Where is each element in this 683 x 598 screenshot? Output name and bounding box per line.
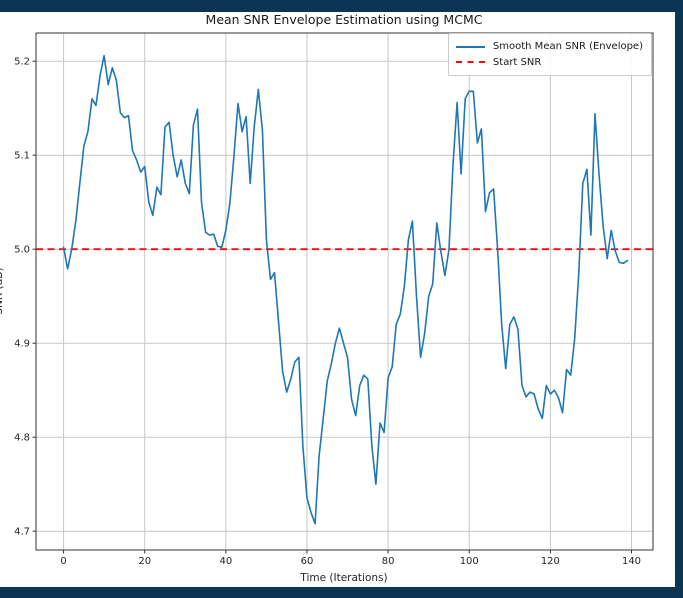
svg-text:4.7: 4.7 [14,527,30,538]
svg-text:60: 60 [301,556,314,567]
svg-text:0: 0 [60,556,66,567]
svg-text:5.2: 5.2 [14,57,30,68]
legend-item-envelope: Smooth Mean SNR (Envelope) [455,39,643,55]
chart-title: Mean SNR Envelope Estimation using MCMC [206,12,483,27]
window-frame-bottom [0,587,683,598]
window-frame-right [675,0,683,598]
svg-text:4.9: 4.9 [14,339,30,350]
x-axis-label: Time (Iterations) [299,572,387,584]
svg-text:40: 40 [219,556,232,567]
legend-line-sample-solid [455,45,485,48]
legend-label-envelope: Smooth Mean SNR (Envelope) [492,41,643,52]
svg-text:120: 120 [541,556,560,567]
svg-text:4.8: 4.8 [14,433,30,444]
legend: Smooth Mean SNR (Envelope) Start SNR [447,33,652,76]
svg-text:80: 80 [382,556,395,567]
y-axis-label: SNR (dB) [0,267,5,314]
svg-text:140: 140 [622,556,641,567]
svg-text:20: 20 [138,556,151,567]
svg-text:100: 100 [460,556,479,567]
legend-line-sample-dashed [455,61,485,64]
svg-text:5.0: 5.0 [14,245,30,256]
svg-text:5.1: 5.1 [14,151,30,162]
window-frame-top [0,0,683,12]
plot-area: 0 20 40 60 80 100 120 140 4.7 4.8 4.9 5.0 5.1 5.2 Mea… [0,12,654,584]
legend-label-start-snr: Start SNR [492,56,542,68]
figure-canvas: 0 20 40 60 80 100 120 140 4.7 4.8 4.9 5.0 5.1 5.2 Mea… [0,12,675,587]
legend-item-start-snr: Start SNR [455,55,643,71]
